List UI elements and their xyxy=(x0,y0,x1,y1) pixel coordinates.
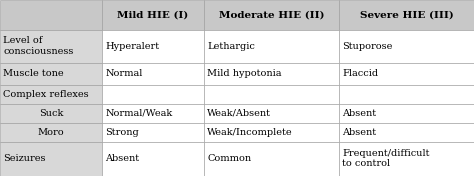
Text: Severe HIE (III): Severe HIE (III) xyxy=(360,10,453,19)
Text: Strong: Strong xyxy=(105,128,139,137)
Text: Moderate HIE (II): Moderate HIE (II) xyxy=(219,10,324,19)
Bar xyxy=(204,0,339,30)
Bar xyxy=(0,63,102,85)
Bar xyxy=(339,142,474,176)
Bar xyxy=(339,85,474,104)
Text: Normal: Normal xyxy=(105,69,143,78)
Text: Absent: Absent xyxy=(342,109,376,118)
Bar xyxy=(204,104,339,123)
Text: Moro: Moro xyxy=(37,128,64,137)
Bar xyxy=(102,123,204,142)
Bar xyxy=(0,142,102,176)
Text: Lethargic: Lethargic xyxy=(207,42,255,51)
Text: Absent: Absent xyxy=(342,128,376,137)
Bar xyxy=(102,85,204,104)
Text: Normal/Weak: Normal/Weak xyxy=(105,109,173,118)
Text: Stuporose: Stuporose xyxy=(342,42,392,51)
Bar xyxy=(102,30,204,63)
Text: Hyperalert: Hyperalert xyxy=(105,42,159,51)
Bar xyxy=(102,63,204,85)
Text: Flaccid: Flaccid xyxy=(342,69,378,78)
Bar xyxy=(204,30,339,63)
Bar xyxy=(102,0,204,30)
Text: Mild HIE (I): Mild HIE (I) xyxy=(117,10,189,19)
Text: Mild hypotonia: Mild hypotonia xyxy=(207,69,282,78)
Bar xyxy=(204,85,339,104)
Bar xyxy=(204,63,339,85)
Bar xyxy=(339,0,474,30)
Bar xyxy=(0,30,102,63)
Bar xyxy=(339,123,474,142)
Bar xyxy=(339,63,474,85)
Text: Complex reflexes: Complex reflexes xyxy=(3,90,89,99)
Bar xyxy=(102,142,204,176)
Bar xyxy=(204,142,339,176)
Text: Common: Common xyxy=(207,154,251,163)
Text: Level of
consciousness: Level of consciousness xyxy=(3,36,73,56)
Text: Suck: Suck xyxy=(39,109,63,118)
Bar xyxy=(0,123,102,142)
Text: Absent: Absent xyxy=(105,154,139,163)
Text: Weak/Absent: Weak/Absent xyxy=(207,109,271,118)
Text: Frequent/difficult
to control: Frequent/difficult to control xyxy=(342,149,430,168)
Bar xyxy=(339,104,474,123)
Bar xyxy=(0,85,102,104)
Text: Weak/Incomplete: Weak/Incomplete xyxy=(207,128,293,137)
Text: Muscle tone: Muscle tone xyxy=(3,69,64,78)
Bar xyxy=(0,104,102,123)
Text: Seizures: Seizures xyxy=(3,154,46,163)
Bar xyxy=(102,104,204,123)
Bar xyxy=(0,0,102,30)
Bar xyxy=(339,30,474,63)
Bar xyxy=(204,123,339,142)
